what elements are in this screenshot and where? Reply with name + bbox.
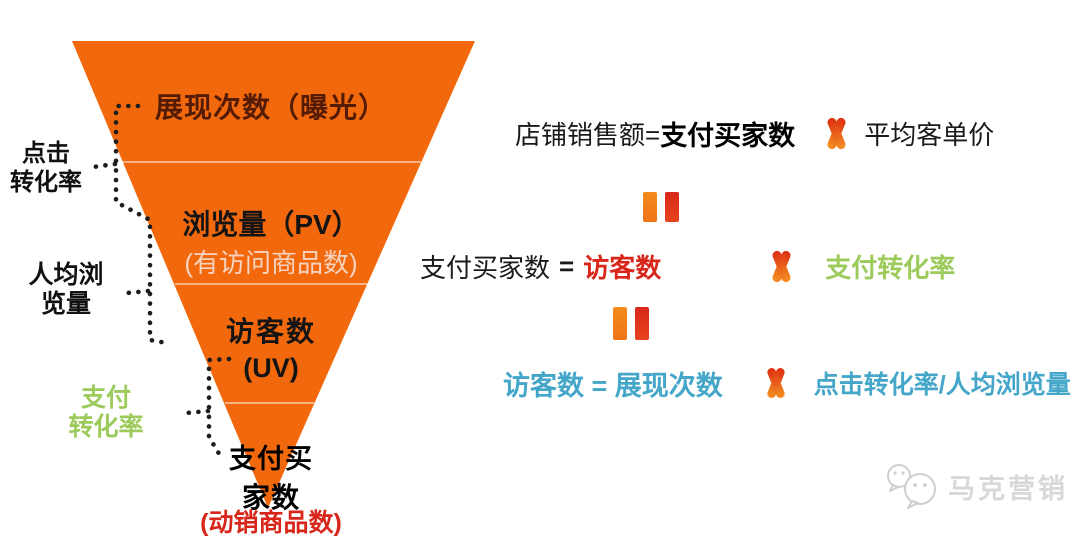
side-label-line: 转化率 bbox=[68, 413, 144, 441]
funnel-layer3-label: 访客数 bbox=[225, 316, 317, 347]
funnel-layer2-sublabel: (有访问商品数) bbox=[184, 248, 358, 278]
dotted-connector-click-rate bbox=[113, 103, 170, 346]
side-label-pay-conversion-rate: 支付 转化率 bbox=[68, 384, 143, 442]
funnel-layer4-sublabel: (动销商品数) bbox=[200, 509, 342, 536]
formula-visitors-rhs: 点击转化率/人均浏览量 bbox=[813, 371, 1071, 399]
vertical-equals-icon bbox=[613, 307, 649, 340]
equals-bar-red bbox=[635, 307, 649, 340]
formula-buyers-rhs: 支付转化率 bbox=[825, 252, 956, 283]
side-label-line: 转化率 bbox=[10, 169, 82, 196]
dotted-connector-branch bbox=[124, 288, 151, 296]
equals-bar-orange bbox=[643, 192, 657, 222]
funnel-layer4-label-line2: 家数 bbox=[241, 482, 301, 513]
dotted-connector-branch bbox=[183, 408, 211, 416]
formula-buyers-lhs: 支付买家数 bbox=[420, 252, 551, 283]
side-label-line: 支付 bbox=[80, 384, 132, 412]
side-label-avg-pageviews: 人均浏 览量 bbox=[28, 261, 103, 319]
formula-visitors-lhs: 访客数 = 展现次数 bbox=[503, 370, 723, 401]
dotted-connectors bbox=[90, 103, 232, 460]
multiply-icon bbox=[772, 250, 791, 282]
formula-revenue: 店铺销售额= 支付买家数 平均客单价 bbox=[515, 113, 994, 153]
formula-visitors: 访客数 = 展现次数 点击转化率/人均浏览量 bbox=[503, 363, 1071, 403]
watermark: 马克营销 bbox=[884, 462, 1068, 510]
vertical-equals-icon bbox=[643, 192, 679, 222]
formula-buyers-visitors: 访客数 bbox=[583, 252, 662, 283]
wechat-bubbles-icon bbox=[887, 464, 936, 509]
equals-sign: = bbox=[559, 250, 575, 281]
dotted-connector-branch bbox=[90, 161, 118, 170]
side-label-line: 人均浏 bbox=[28, 261, 104, 289]
side-label-line: 览量 bbox=[40, 290, 92, 318]
formula-revenue-buyers: 支付买家数 bbox=[660, 120, 796, 151]
equals-bar-orange bbox=[613, 307, 627, 340]
multiply-icon bbox=[827, 117, 846, 149]
formula-revenue-rhs: 平均客单价 bbox=[864, 119, 995, 150]
side-label-click-conversion-rate: 点击 转化率 bbox=[10, 139, 82, 197]
formula-revenue-lhs: 店铺销售额= bbox=[515, 119, 661, 150]
equals-bar-red bbox=[665, 192, 679, 222]
funnel-shape bbox=[72, 41, 475, 508]
multiply-icon bbox=[767, 367, 785, 399]
dotted-connector-pay-rate bbox=[206, 356, 232, 460]
funnel-layer1-label: 展现次数（曝光） bbox=[154, 92, 388, 123]
watermark-brand: 马克营销 bbox=[948, 473, 1068, 504]
side-label-line: 点击 bbox=[22, 140, 70, 167]
funnel-layer3-sublabel: (UV) bbox=[243, 353, 299, 383]
funnel-layer2-label: 浏览量（PV） bbox=[182, 209, 360, 240]
funnel-layer4-label-line1: 支付买 bbox=[229, 444, 313, 474]
formula-buyers: 支付买家数 = 访客数 支付转化率 bbox=[420, 246, 955, 286]
